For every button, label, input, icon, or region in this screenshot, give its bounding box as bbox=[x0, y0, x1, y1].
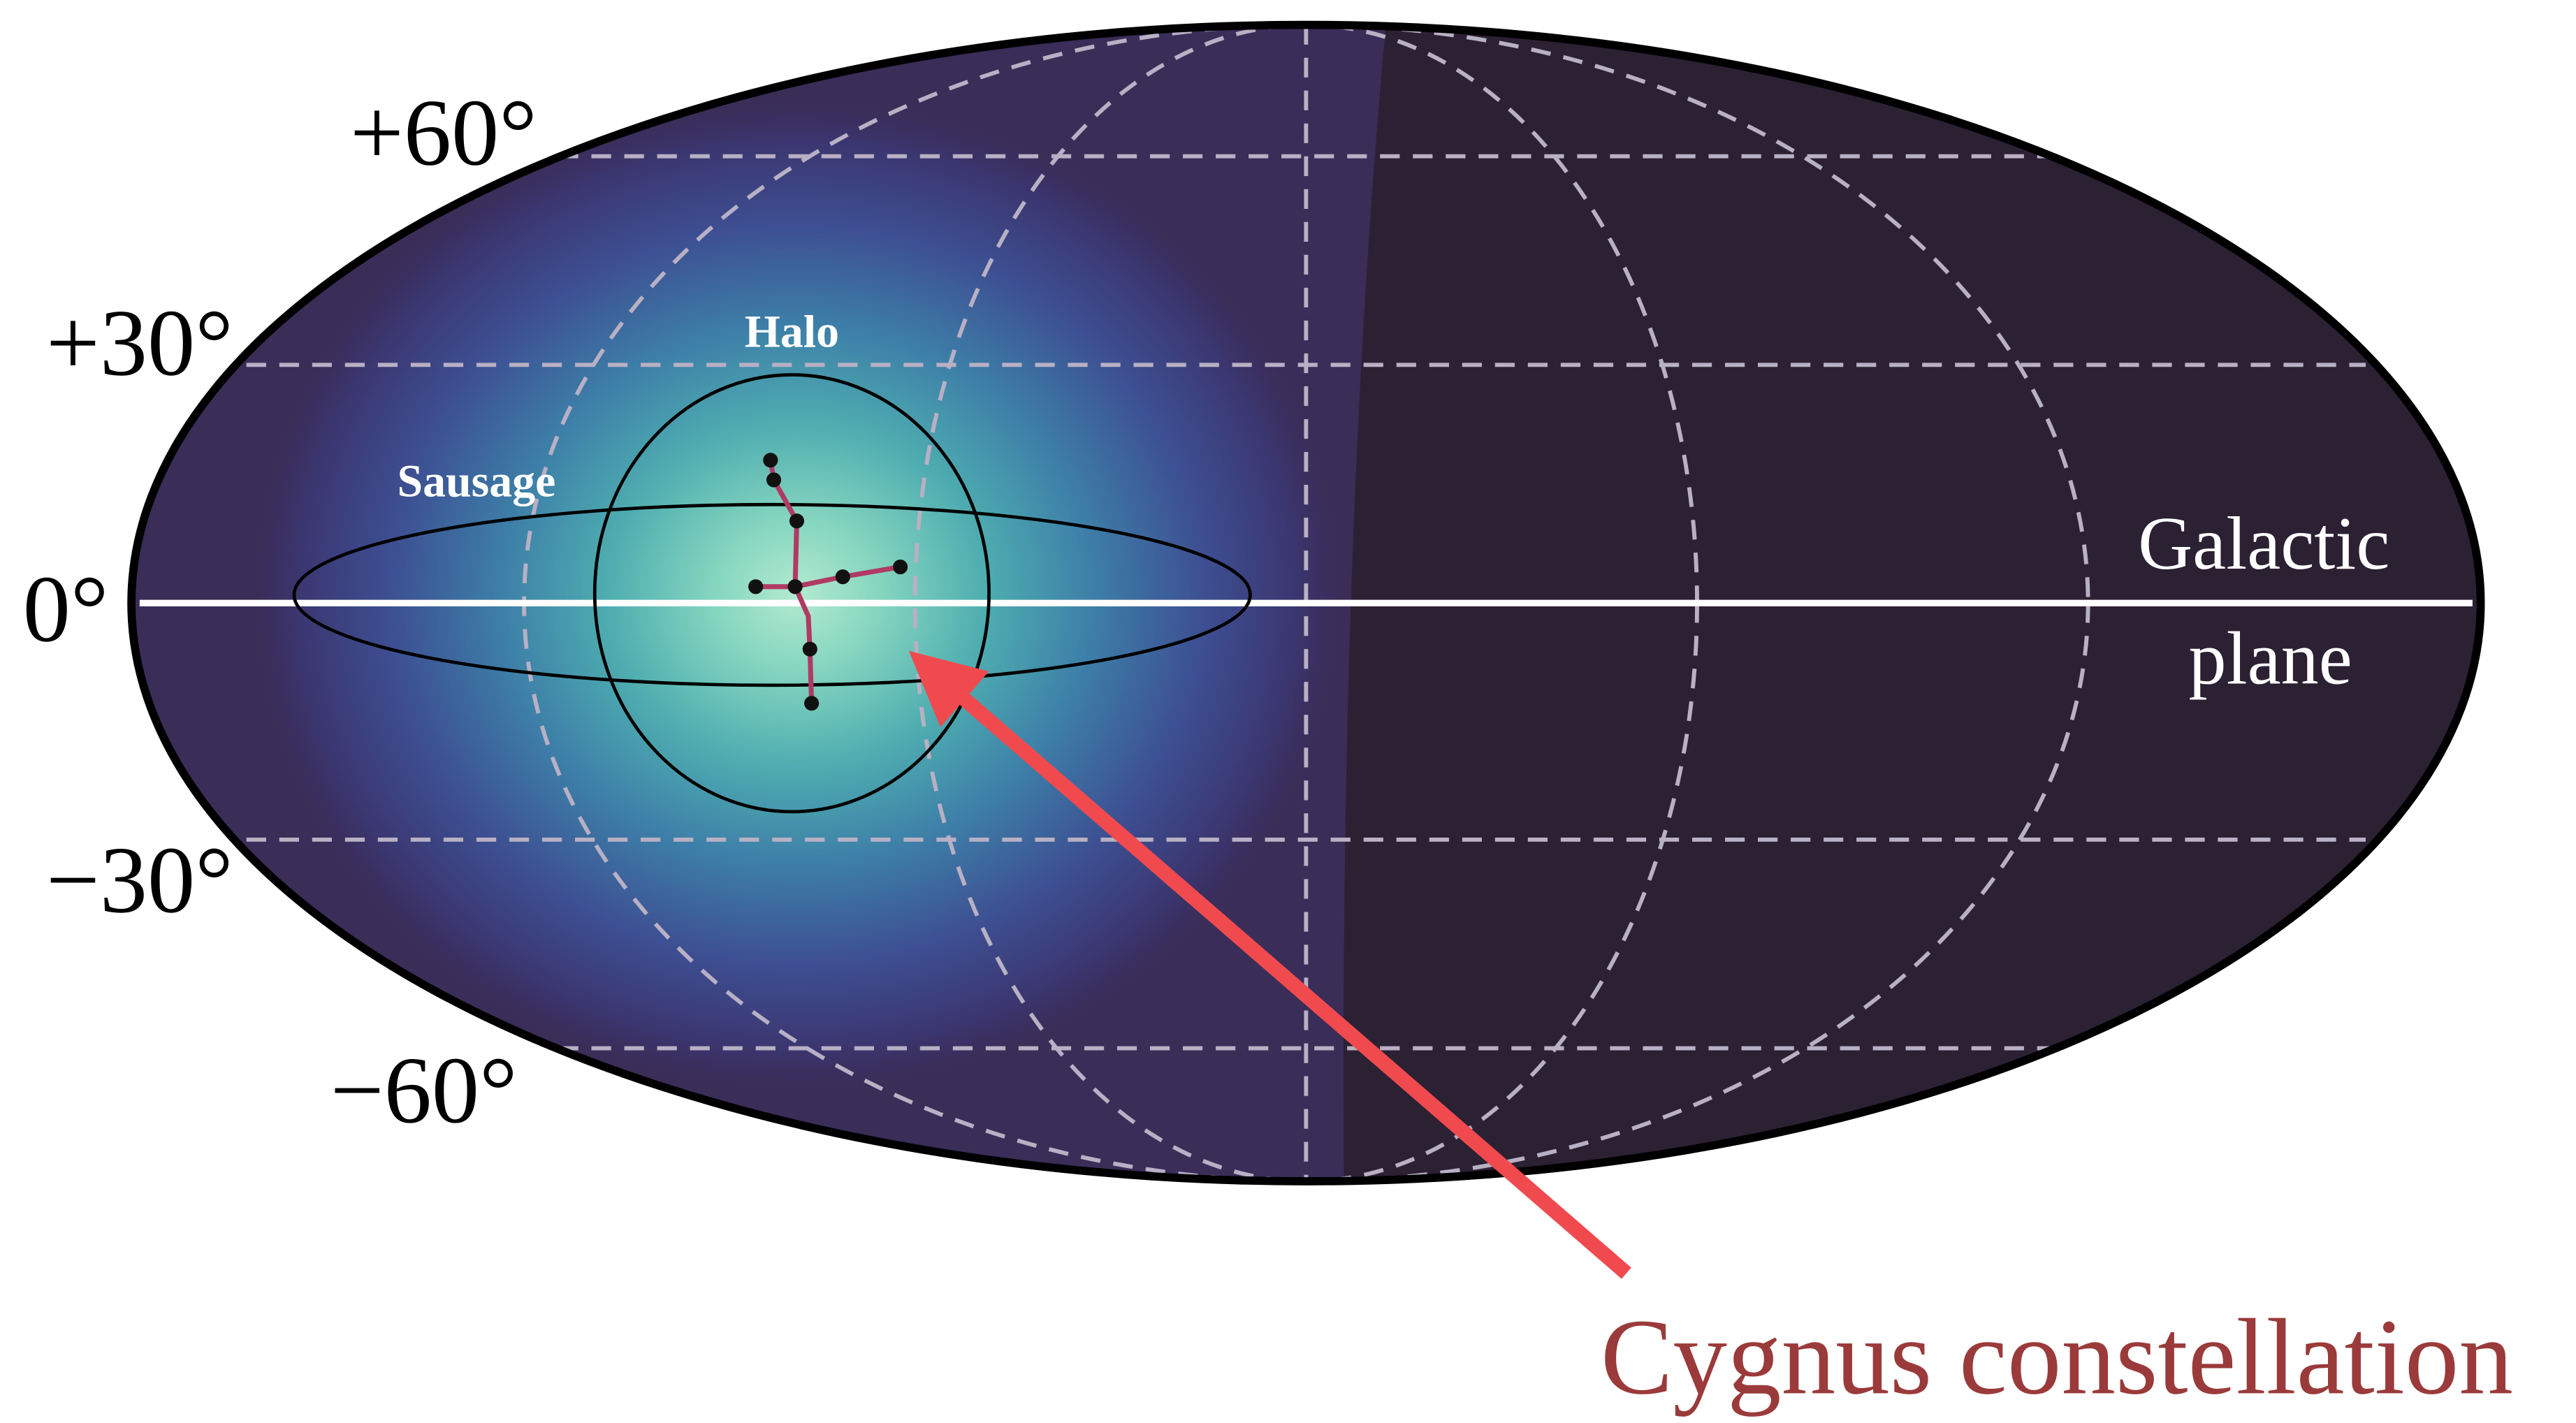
lat-label: −60° bbox=[330, 1037, 518, 1143]
lat-label: −30° bbox=[46, 826, 233, 933]
sausage-outline bbox=[292, 502, 1252, 687]
cygnus-stars bbox=[748, 453, 908, 711]
region-label: Halo bbox=[745, 306, 839, 357]
cygnus-lines bbox=[755, 460, 901, 703]
map-border bbox=[127, 20, 2485, 1185]
region-label: Sausage bbox=[398, 455, 556, 506]
annotation-arrow bbox=[908, 650, 1631, 1279]
annotation: Cygnus constellation bbox=[1601, 1297, 2513, 1417]
plane-label: Galactic bbox=[2138, 502, 2389, 585]
lat-label: 0° bbox=[23, 555, 109, 662]
plane-label: plane bbox=[2189, 618, 2352, 701]
halo-outline bbox=[592, 373, 991, 814]
lat-label: +60° bbox=[350, 79, 537, 185]
lat-label: +30° bbox=[46, 289, 233, 395]
